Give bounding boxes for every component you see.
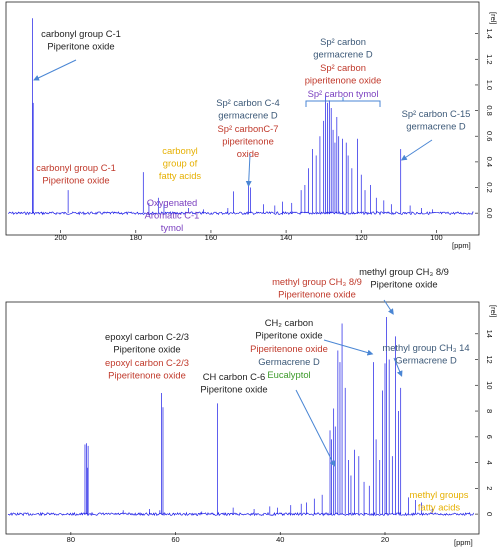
x-unit-label-top: [ppm] (452, 241, 471, 250)
y-unit-label-bottom: [rel] (489, 305, 497, 318)
baseline-noise (7, 511, 474, 517)
peaks-bottom (7, 317, 474, 517)
annotation-line: Sp² carbon (320, 36, 366, 47)
y-axis-top: 1.4 1.2 1.0 0.8 0.6 0.4 0.2 0.0 (475, 28, 494, 218)
x-axis-bottom: 80 60 40 20 (67, 532, 389, 544)
annotation-line: Piperitenone oxide (278, 289, 356, 300)
y-tick-label: 0.2 (485, 182, 494, 192)
annotation-line: epoxyl carbon C-2/3 (105, 357, 189, 368)
y-tick-label: 12 (485, 355, 494, 363)
y-tick-label: 8 (485, 409, 494, 413)
x-tick-label: 40 (276, 535, 284, 544)
annotations-top: carbonyl group C-1 Piperitone oxide carbon… (33, 28, 471, 233)
annotation-line: Aromatic C-1 (145, 210, 200, 221)
annotation-line: germacrene D (218, 110, 278, 121)
annotation-arrow (245, 153, 252, 187)
x-tick-label: 140 (280, 233, 293, 242)
y-tick-label: 0.0 (485, 208, 494, 218)
x-tick-label: 100 (430, 233, 443, 242)
annotation-arrow (383, 299, 394, 315)
annotation-line: carbonyl group C-1 (36, 162, 116, 173)
annotation-line: Germacrene D (258, 356, 320, 367)
y-axis-bottom: 14 12 10 8 6 4 2 0 (475, 330, 494, 516)
annotation-line: Sp² carbonC-7 (218, 123, 279, 134)
annotation-line: germacrene D (406, 121, 466, 132)
annotation-line: germacrene D (313, 49, 373, 60)
annotation-line: piperitenone oxide (305, 75, 382, 86)
y-tick-label: 1.4 (485, 28, 494, 38)
annotation-arrow (393, 357, 403, 377)
annotation-line: epoxyl carbon C-2/3 (105, 331, 189, 342)
annotation-line: oxide (237, 148, 259, 159)
x-unit-label-bottom: [ppm] (454, 538, 473, 547)
plot-frame-top (5, 1, 480, 236)
annotation-line: Piperitone oxide (370, 279, 437, 290)
x-tick-label: 60 (171, 535, 179, 544)
annotation-line: carbonyl (162, 145, 197, 156)
y-tick-label: 10 (485, 381, 494, 389)
annotation-line: carbonyl group C-1 (41, 28, 121, 39)
annotation-line: Germacrene D (395, 355, 457, 366)
y-tick-label: 6 (485, 435, 494, 439)
annotation-line: fatty acids (418, 502, 461, 513)
y-tick-label: 14 (485, 330, 494, 338)
x-tick-label: 80 (67, 535, 75, 544)
annotation-line: methyl group CH₃ 8/9 (359, 266, 449, 277)
x-axis-top: 200 180 160 140 120 100 (54, 230, 443, 242)
x-tick-label: 20 (381, 535, 389, 544)
annotation-line: Piperitone oxide (113, 344, 180, 355)
y-tick-label: 0.6 (485, 131, 494, 141)
annotation-line: CH₂ carbon (265, 317, 313, 328)
annotation-line: tymol (161, 222, 183, 233)
baseline-noise (7, 211, 474, 216)
annotation-line: Piperitone oxide (200, 384, 267, 395)
y-tick-label: 0.8 (485, 105, 494, 115)
y-tick-label: 2 (485, 486, 494, 490)
y-unit-label-top: [rel] (489, 12, 497, 25)
annotation-line: Sp² carbon C-4 (216, 97, 280, 108)
y-tick-label: 1.0 (485, 80, 494, 90)
annotation-line: Eucalyptol (267, 369, 310, 380)
x-tick-label: 120 (355, 233, 368, 242)
x-tick-label: 160 (205, 233, 218, 242)
sp2-region-brace (305, 97, 381, 107)
annotation-line: Sp² carbon (320, 62, 366, 73)
annotations-bottom: epoxyl carbon C-2/3 Piperitone oxide epoxy… (105, 266, 470, 513)
annotation-arrow (33, 59, 77, 81)
annotation-line: Piperitenone oxide (108, 370, 186, 381)
annotation-line: fatty acids (159, 170, 202, 181)
annotation-arrow (323, 339, 374, 356)
annotation-line: methyl group CH₃ 8/9 (272, 276, 362, 287)
annotation-line: methyl groups (410, 489, 469, 500)
x-tick-label: 200 (54, 233, 67, 242)
annotation-line: Piperitenone oxide (250, 343, 328, 354)
y-tick-label: 1.2 (485, 54, 494, 64)
y-tick-label: 4 (485, 461, 494, 465)
annotation-line: group of (163, 158, 198, 169)
plot-frame-bottom (5, 301, 480, 535)
annotation-line: Piperitone oxide (255, 330, 322, 341)
annotation-line: Sp² carbon C-15 (402, 108, 471, 119)
annotation-line: piperitenone (222, 136, 274, 147)
x-tick-label: 180 (130, 233, 143, 242)
annotation-line: CH carbon C-6 (203, 371, 266, 382)
peaks-top (7, 18, 474, 216)
spectrum-13c-top: 1.4 1.2 1.0 0.8 0.6 0.4 0.2 0.0 200 180 160 140 120… (5, 1, 497, 250)
annotation-line: methyl group CH₃ 14 (382, 342, 469, 353)
annotation-line: Oxygenated (147, 197, 198, 208)
annotation-line: Piperitone oxide (47, 41, 114, 52)
annotation-arrow (400, 139, 433, 161)
y-tick-label: 0.4 (485, 157, 494, 167)
y-tick-label: 0 (485, 512, 494, 516)
annotation-line: Sp² carbon tymol (308, 88, 379, 99)
annotation-arrow (295, 389, 336, 467)
annotation-line: Piperitone oxide (42, 175, 109, 186)
